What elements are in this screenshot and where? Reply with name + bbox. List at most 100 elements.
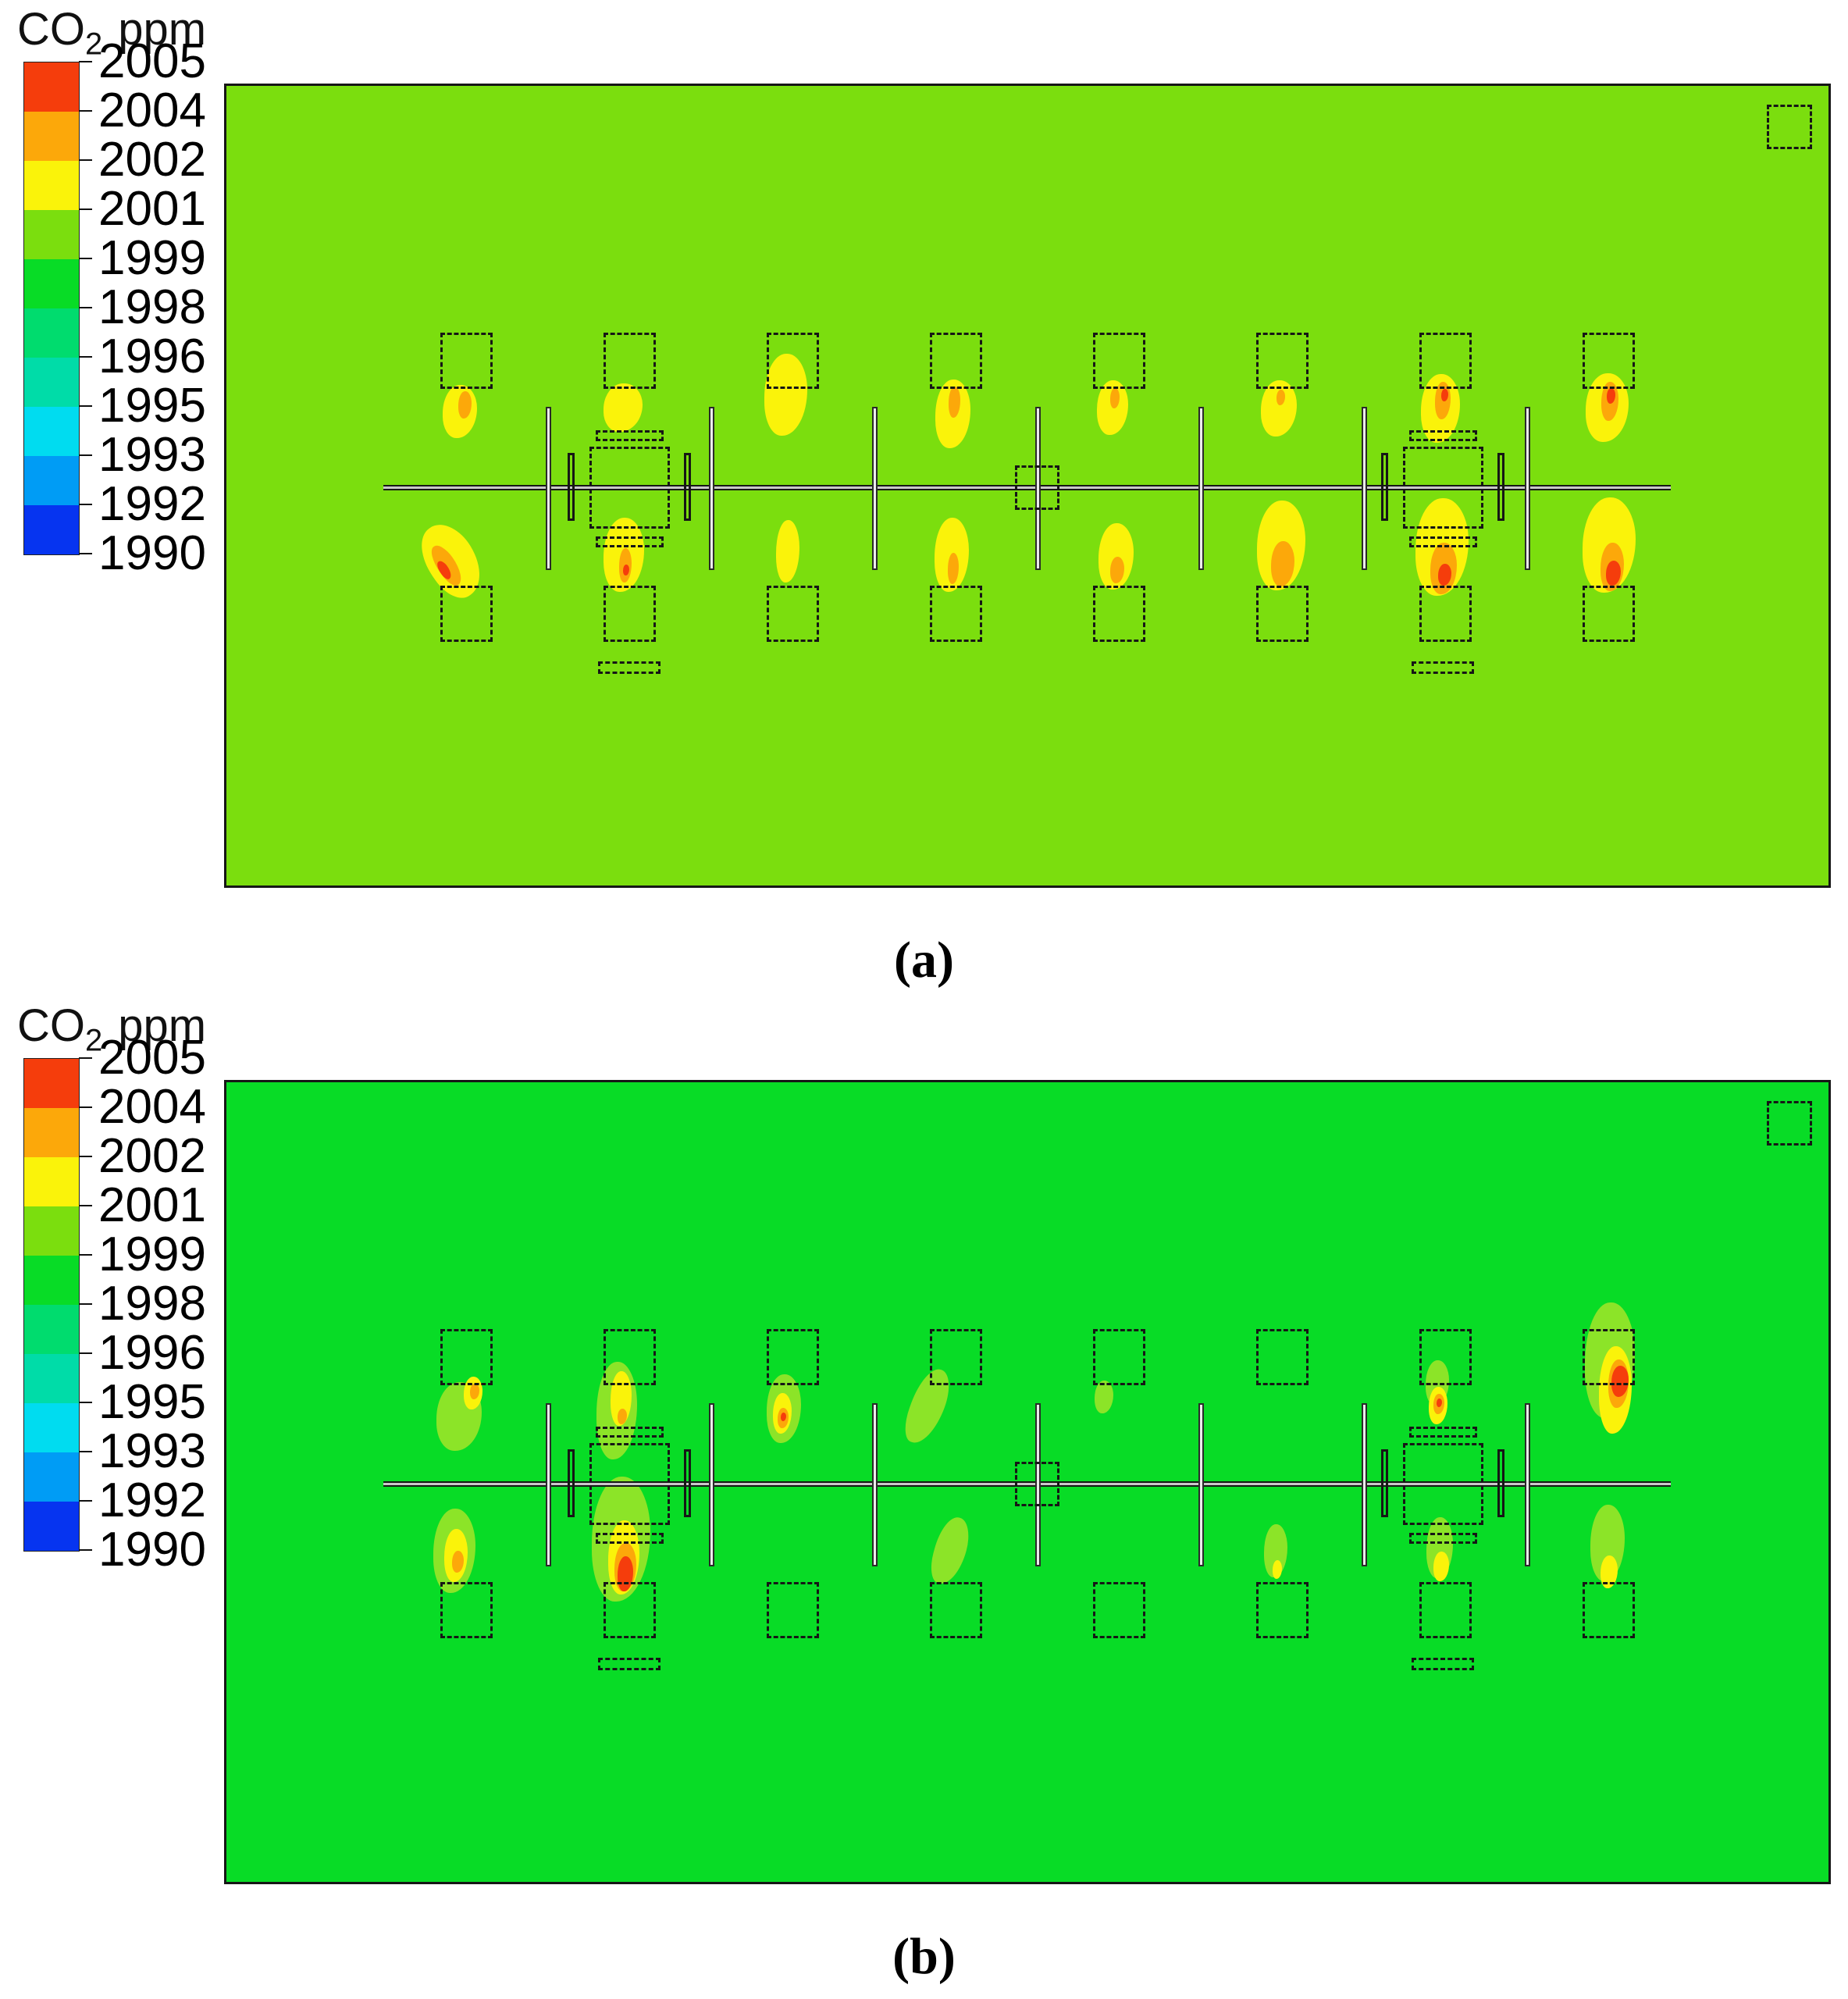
- colorbar-tick-label: 1996: [98, 330, 206, 383]
- stack-square-outline: [766, 333, 819, 389]
- stack-square-outline: [929, 586, 982, 642]
- vertical-slat: [1198, 407, 1204, 570]
- corner-dashed-square: [1767, 105, 1812, 149]
- colorbar-band: [24, 210, 79, 259]
- co2-plume-red: [1440, 389, 1448, 401]
- vertical-slat: [1034, 407, 1041, 570]
- colorbar-tick-label: 1999: [98, 231, 206, 285]
- co2-plume-red: [623, 565, 629, 575]
- colorbar-tick-label: 2004: [98, 1080, 206, 1134]
- colorbar: [23, 62, 80, 555]
- colorbar-band: [24, 62, 79, 112]
- colorbar-tick: [79, 110, 92, 112]
- co2-plume-orange: [470, 1384, 479, 1399]
- process-unit-vslat: [1497, 453, 1504, 521]
- vertical-slat: [1034, 1403, 1041, 1566]
- vertical-slat: [545, 407, 551, 570]
- stack-square-outline: [929, 1329, 982, 1385]
- colorbar-tick: [79, 356, 92, 358]
- co2-plume-red: [1437, 564, 1451, 586]
- stack-square-outline: [440, 1582, 493, 1638]
- colorbar-band: [24, 1502, 79, 1551]
- stack-square-outline: [1255, 586, 1309, 642]
- colorbar-legend-a: CO2 ppm 2005 2004 2002 2001 1999 1998 1996 1995 1…: [0, 0, 224, 609]
- colorbar-tick: [79, 208, 92, 210]
- stack-square-outline: [1419, 586, 1472, 642]
- colorbar-title-sub: 2: [85, 1023, 103, 1058]
- stack-square-outline: [603, 1329, 656, 1385]
- stack-square-outline: [1419, 1329, 1472, 1385]
- colorbar-tick: [79, 1549, 92, 1551]
- panel-label-b: (b): [892, 1928, 956, 1985]
- vertical-slat: [545, 1403, 551, 1566]
- co2-plume-orange: [451, 1551, 464, 1573]
- co2-plume-orange: [618, 1409, 627, 1424]
- colorbar-band: [24, 1452, 79, 1502]
- stack-square-outline: [1092, 1582, 1145, 1638]
- co2-plume-yellow: [1433, 1552, 1449, 1581]
- colorbar-tick: [79, 1156, 92, 1157]
- colorbar-tick: [79, 1205, 92, 1206]
- panel-a: CO2 ppm 2005 2004 2002 2001 1999 1998 1996 1995 1…: [0, 0, 1831, 989]
- vertical-slat: [1524, 1403, 1530, 1566]
- colorbar-tick: [79, 504, 92, 505]
- vertical-slat: [871, 407, 878, 570]
- colorbar-tick: [79, 61, 92, 62]
- colorbar-band: [24, 1354, 79, 1403]
- co2-plume-yellow: [776, 520, 799, 583]
- colorbar-band: [24, 308, 79, 358]
- colorbar-title-unit: ppm: [118, 4, 207, 55]
- stack-square-outline: [603, 586, 656, 642]
- colorbar-tick: [79, 1106, 92, 1108]
- co2-plume-orange: [948, 387, 960, 418]
- process-unit-hslat: [1408, 536, 1477, 547]
- corner-dashed-square: [1767, 1101, 1812, 1146]
- co2-plume-orange: [1110, 388, 1120, 408]
- colorbar-tick: [79, 1402, 92, 1403]
- stack-square-outline: [1255, 333, 1309, 389]
- colorbar-tick-label: 1996: [98, 1326, 206, 1380]
- stack-square-outline: [440, 333, 493, 389]
- stack-square-outline: [1419, 1582, 1472, 1638]
- process-unit-lower-rect: [1412, 661, 1474, 674]
- colorbar-tick-label: 1993: [98, 428, 206, 482]
- process-unit-vslat: [1381, 453, 1388, 521]
- colorbar-band: [24, 358, 79, 407]
- colorbar-band: [24, 1403, 79, 1452]
- co2-plume-red: [1436, 1398, 1442, 1407]
- colorbar-title-unit: ppm: [118, 1000, 207, 1051]
- panel-label-a: (a): [894, 932, 954, 989]
- colorbar-tick: [79, 405, 92, 407]
- process-unit-vslat: [568, 453, 575, 521]
- co2-plume-yellow: [1601, 1555, 1618, 1588]
- colorbar-band: [24, 407, 79, 456]
- stack-square-outline: [766, 1582, 819, 1638]
- stack-square-outline: [929, 1582, 982, 1638]
- process-unit-vslat: [684, 453, 691, 521]
- colorbar-tick-label: 1999: [98, 1228, 206, 1281]
- co2-plume-yellow: [764, 353, 807, 436]
- co2-plume-orange: [458, 390, 472, 419]
- process-unit-vslat: [1381, 1449, 1388, 1517]
- colorbar-title-sub: 2: [85, 27, 103, 62]
- colorbar-tick: [79, 1254, 92, 1256]
- contour-plot-b: [224, 1080, 1831, 1884]
- co2-plume-red: [1605, 561, 1621, 586]
- colorbar-tick-label: 2004: [98, 84, 206, 137]
- colorbar-tick: [79, 1451, 92, 1452]
- stack-square-outline: [1255, 1582, 1309, 1638]
- process-unit-hslat: [1408, 1427, 1477, 1438]
- process-unit-vslat: [568, 1449, 575, 1517]
- vertical-slat: [708, 407, 714, 570]
- colorbar-title-main: CO: [17, 4, 85, 55]
- colorbar-tick: [79, 307, 92, 308]
- process-unit-vslat: [1497, 1449, 1504, 1517]
- colorbar-tick-label: 2005: [98, 1031, 206, 1085]
- co2-plume-halo: [926, 1513, 974, 1588]
- co2-plume-yellow: [1273, 1560, 1282, 1579]
- colorbar-band: [24, 1206, 79, 1256]
- colorbar: [23, 1058, 80, 1552]
- stack-square-outline: [766, 586, 819, 642]
- process-unit-hslat: [595, 1533, 664, 1544]
- process-unit-vslat: [684, 1449, 691, 1517]
